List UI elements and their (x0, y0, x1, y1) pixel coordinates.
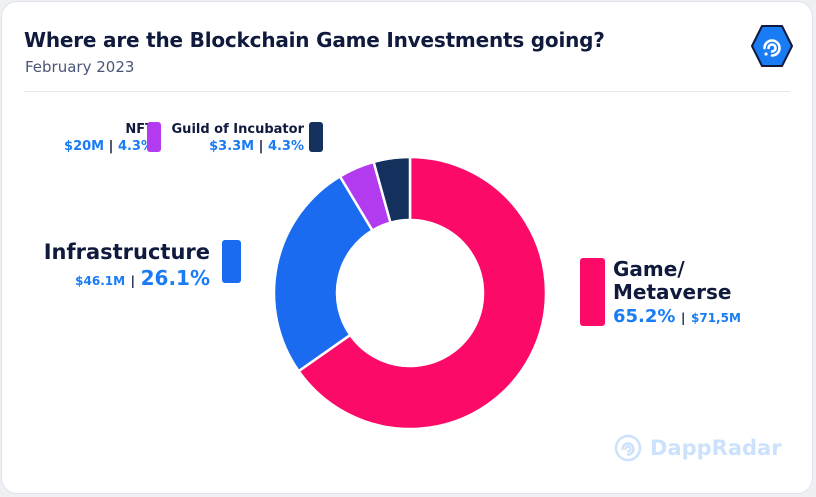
dappradar-watermark-icon (614, 434, 642, 462)
chart-subtitle: February 2023 (25, 58, 135, 76)
label-game-amount: $71,5M (691, 311, 741, 325)
dappradar-logo-icon (751, 25, 793, 67)
slice-guild-of-incubator (372, 155, 412, 224)
watermark-text: DappRadar (650, 436, 782, 460)
label-guild-name: Guild of Incubator (171, 122, 304, 137)
label-guild-percent: 4.3% (267, 139, 304, 154)
chart-title: Where are the Blockchain Game Investment… (24, 28, 605, 52)
label-game-metaverse: Game/ Metaverse 65.2% | $71,5M (613, 257, 741, 328)
swatch-infrastructure (222, 240, 241, 283)
label-infrastructure-name: Infrastructure (43, 240, 210, 264)
swatch-nft (147, 122, 161, 152)
swatch-game-metaverse (580, 258, 605, 326)
label-nft-name: NFT (125, 122, 154, 137)
label-infrastructure: Infrastructure $46.1M | 26.1% (43, 240, 210, 290)
watermark: DappRadar (614, 434, 782, 462)
label-game-line2: Metaverse (613, 280, 732, 304)
label-nft: NFT $20M | 4.3% (64, 122, 154, 154)
swatch-guild (309, 122, 323, 152)
label-nft-percent: 4.3% (117, 139, 154, 154)
slice-game-metaverse (297, 155, 548, 431)
header-divider (24, 91, 790, 92)
label-guild-amount: $3.3M (209, 139, 255, 154)
label-infrastructure-amount: $46.1M (75, 274, 126, 288)
label-game-line1: Game/ (613, 257, 685, 281)
slice-infrastructure (272, 175, 374, 373)
label-nft-amount: $20M (64, 139, 105, 154)
label-guild: Guild of Incubator $3.3M | 4.3% (171, 122, 304, 154)
label-infrastructure-percent: 26.1% (140, 266, 210, 290)
label-game-percent: 65.2% (613, 306, 676, 327)
